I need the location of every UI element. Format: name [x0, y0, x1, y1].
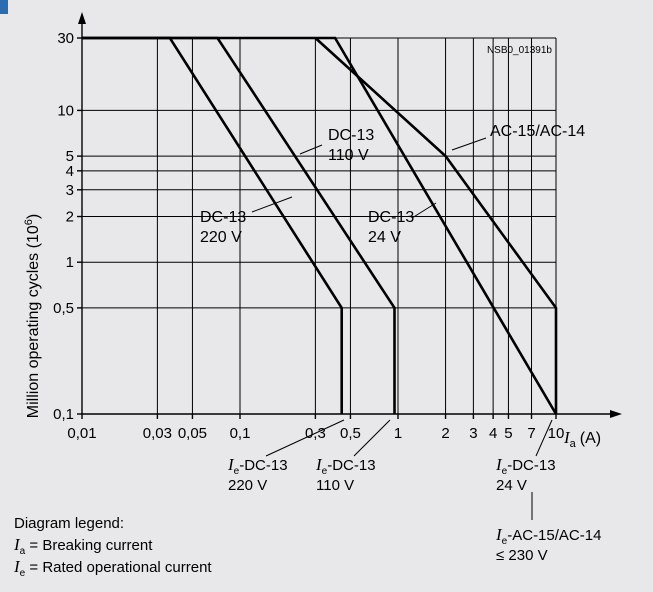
current-label-3-line2: ≤ 230 V	[496, 547, 548, 564]
current-leader-1	[353, 419, 391, 457]
x-tick-label: 10	[548, 425, 565, 442]
current-label-symbol: I	[495, 525, 503, 544]
y-axis-label-end: )	[25, 214, 42, 219]
y-tick-label: 1	[66, 254, 74, 271]
series-line-2	[82, 36, 558, 415]
series-leader-0	[251, 196, 293, 213]
figure-id: NSB0_01391b	[487, 45, 552, 56]
current-label-2: Ie-DC-13	[495, 455, 556, 477]
current-label-text: -DC-13	[327, 457, 375, 474]
y-axis-arrow	[78, 12, 86, 24]
current-label-symbol: I	[495, 455, 503, 474]
grid	[81, 37, 557, 415]
current-label-sub: e	[322, 466, 328, 477]
legend-item-text: = Rated operational current	[25, 559, 212, 576]
x-axis-arrow	[610, 410, 622, 418]
series-label-1-line2: 110 V	[328, 147, 369, 164]
x-tick-label: 0,01	[67, 425, 96, 442]
legend-title: Diagram legend:	[14, 515, 124, 532]
series-line-0	[82, 36, 344, 414]
current-label-3: Ie-AC-15/AC-14	[495, 525, 601, 547]
series-leader-1	[299, 144, 323, 155]
y-axis-label-exponent: 6	[23, 219, 35, 225]
labels: 0,010,030,050,10,30,5123457100,10,512345…	[53, 30, 601, 564]
legend-item-text: = Breaking current	[25, 537, 153, 554]
y-tick-label: 30	[57, 30, 74, 47]
current-label-symbol: I	[315, 455, 323, 474]
current-label-0-line2: 220 V	[228, 477, 267, 494]
current-label-text: -DC-13	[507, 457, 555, 474]
series-label-0: DC-13	[200, 209, 246, 226]
y-tick-label: 0,5	[53, 300, 74, 317]
y-tick-label: 5	[66, 148, 74, 165]
x-tick-label: 5	[504, 425, 512, 442]
legend-item-sub: a	[20, 546, 26, 557]
legend-item-breaking-current: Ia = Breaking current	[13, 535, 153, 557]
current-label-sub: e	[502, 466, 508, 477]
x-axis-label: Ia (A)	[563, 428, 601, 450]
x-tick-label: 7	[527, 425, 535, 442]
y-tick-label: 3	[66, 182, 74, 199]
x-tick-label: 3	[469, 425, 477, 442]
x-tick-label: 0,1	[230, 425, 251, 442]
series-line-1	[82, 36, 396, 414]
x-axis-label-sub: a	[570, 438, 577, 450]
current-label-sub: e	[502, 536, 508, 547]
axes	[77, 12, 622, 419]
x-tick-label: 0,03	[143, 425, 172, 442]
y-tick-label: 10	[57, 102, 74, 119]
series-label-2: DC-13	[368, 209, 414, 226]
current-leader-0	[265, 419, 345, 457]
series-leader-2	[411, 202, 437, 219]
curves	[82, 36, 558, 415]
legend-item-symbol: I	[13, 557, 21, 576]
series-line-3	[314, 37, 558, 414]
current-label-0: Ie-DC-13	[227, 455, 288, 477]
current-leader-2	[535, 419, 553, 457]
legend-item-sub: e	[20, 568, 26, 579]
current-label-symbol: I	[227, 455, 235, 474]
x-axis-label-unit: (A)	[580, 430, 601, 447]
y-tick-label: 2	[66, 209, 74, 226]
y-tick-label: 0,1	[53, 406, 74, 423]
corner-marker	[0, 0, 8, 14]
current-label-text: -AC-15/AC-14	[507, 527, 601, 544]
current-label-1-line2: 110 V	[316, 477, 354, 494]
series-label-1: DC-13	[328, 127, 374, 144]
legend-item-symbol: I	[13, 535, 21, 554]
series-leader-3	[451, 137, 487, 151]
y-axis-label: Million operating cycles (106)	[23, 214, 42, 418]
current-label-2-line2: 24 V	[496, 477, 527, 494]
legend: Diagram legend: Ia = Breaking current Ie…	[13, 515, 212, 579]
x-tick-label: 4	[489, 425, 497, 442]
y-axis-label-text: Million operating cycles (10	[25, 225, 42, 418]
y-tick-label: 4	[66, 163, 74, 180]
current-label-1: Ie-DC-13	[315, 455, 376, 477]
x-tick-label: 2	[441, 425, 449, 442]
x-tick-label: 1	[394, 425, 402, 442]
legend-item-rated-current: Ie = Rated operational current	[13, 557, 212, 579]
current-label-sub: e	[234, 466, 240, 477]
series-label-2-line2: 24 V	[368, 229, 401, 246]
series-label-3: AC-15/AC-14	[490, 123, 585, 140]
x-tick-label: 0,05	[178, 425, 207, 442]
x-axis-label-symbol: I	[563, 428, 571, 447]
series-label-0-line2: 220 V	[200, 229, 242, 246]
current-label-text: -DC-13	[239, 457, 287, 474]
x-tick-label: 0,5	[340, 425, 361, 442]
